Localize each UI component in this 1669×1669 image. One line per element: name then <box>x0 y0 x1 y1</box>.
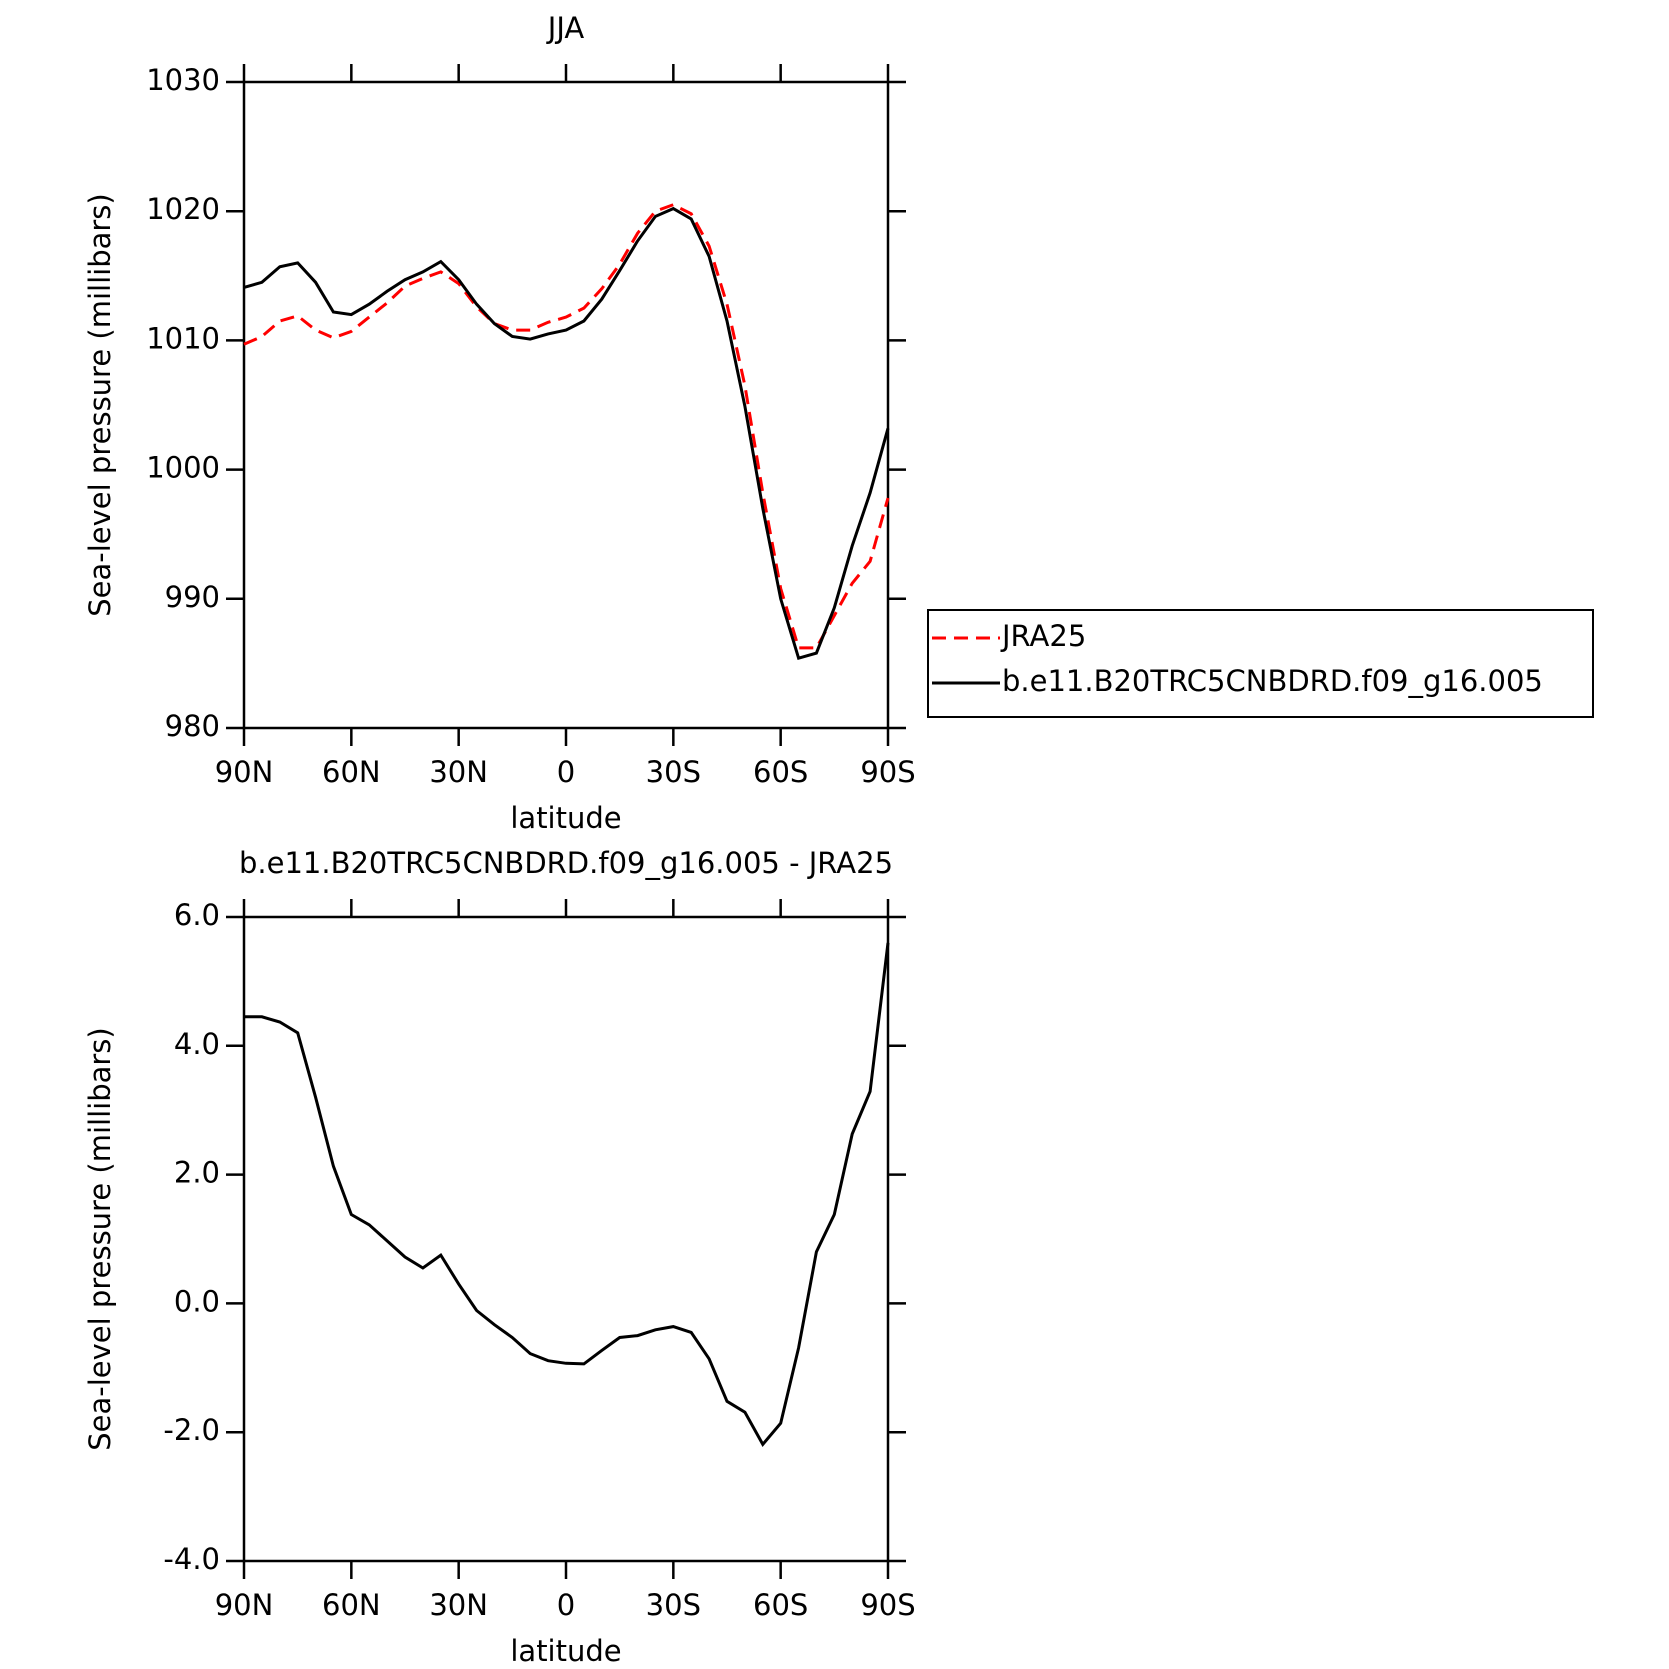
x-tick-label: 60S <box>753 755 808 789</box>
y-tick-label: -4.0 <box>163 1542 220 1576</box>
y-tick-label: 990 <box>165 580 220 614</box>
x-tick-label: 0 <box>557 1588 575 1622</box>
x-tick-label: 0 <box>557 755 575 789</box>
y-tick-label: 6.0 <box>174 898 220 932</box>
x-tick-label: 90N <box>215 755 274 789</box>
legend-box <box>927 609 1594 718</box>
y-tick-label: 1000 <box>146 451 220 485</box>
x-tick-label: 60N <box>322 755 381 789</box>
x-axis-label: latitude <box>510 1634 621 1668</box>
x-tick-label: 60N <box>322 1588 381 1622</box>
data-line <box>243 206 890 661</box>
y-tick-label: 1010 <box>146 321 220 355</box>
legend-label: JRA25 <box>1000 619 1086 653</box>
y-tick-label: 980 <box>165 709 220 743</box>
y-tick-label: 0.0 <box>174 1284 220 1318</box>
y-tick-label: 2.0 <box>174 1156 220 1190</box>
legend-label: b.e11.B20TRC5CNBDRD.f09_g16.005 <box>1002 664 1543 698</box>
y-tick-label: 1030 <box>146 63 220 97</box>
x-tick-label: 90N <box>215 1588 274 1622</box>
y-tick-label: 1020 <box>146 192 220 226</box>
y-axis-label: Sea-level pressure (millibars) <box>83 193 117 616</box>
y-axis-label: Sea-level pressure (millibars) <box>83 1027 117 1450</box>
x-tick-label: 90S <box>860 755 915 789</box>
x-tick-label: 30N <box>429 1588 488 1622</box>
x-tick-label: 60S <box>753 1588 808 1622</box>
y-tick-label: 4.0 <box>174 1027 220 1061</box>
x-axis-label: latitude <box>510 801 621 835</box>
y-tick-label: -2.0 <box>163 1413 220 1447</box>
data-line <box>243 203 890 650</box>
data-line <box>244 942 890 1448</box>
x-tick-label: 30N <box>429 755 488 789</box>
chart-title: JJA <box>546 11 585 45</box>
x-tick-label: 30S <box>646 755 701 789</box>
x-tick-label: 30S <box>646 1588 701 1622</box>
plot-frame <box>242 915 890 1563</box>
chart-title: b.e11.B20TRC5CNBDRD.f09_g16.005 - JRA25 <box>239 846 893 880</box>
x-tick-label: 90S <box>860 1588 915 1622</box>
